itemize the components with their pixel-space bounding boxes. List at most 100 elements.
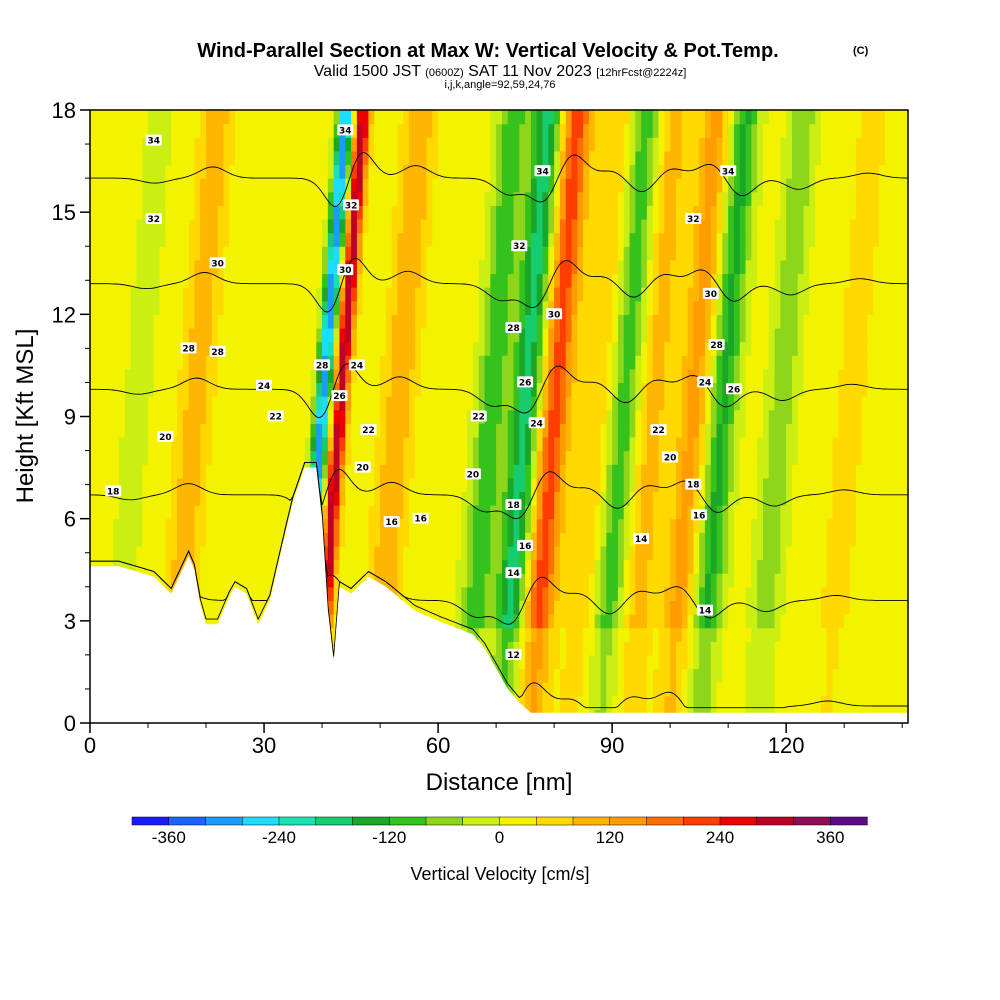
- velocity-cell: [403, 559, 457, 574]
- velocity-cell: [525, 300, 532, 315]
- velocity-cell: [588, 137, 596, 152]
- velocity-cell: [617, 518, 625, 533]
- velocity-cell: [490, 137, 497, 152]
- velocity-cell: [530, 627, 538, 642]
- velocity-cell: [670, 287, 689, 302]
- velocity-cell: [699, 273, 712, 288]
- velocity-cell: [304, 450, 312, 465]
- velocity-cell: [699, 409, 706, 424]
- velocity-cell: [722, 123, 729, 138]
- velocity-cell: [211, 300, 225, 315]
- velocity-cell: [188, 396, 207, 411]
- velocity-cell: [797, 300, 810, 315]
- velocity-cell: [652, 259, 660, 275]
- velocity-cell: [525, 273, 532, 288]
- velocity-cell: [606, 505, 613, 520]
- velocity-cell: [565, 341, 573, 356]
- velocity-cell: [652, 205, 660, 220]
- velocity-cell: [629, 178, 636, 193]
- velocity-cell: [351, 436, 375, 452]
- velocity-cell: [722, 423, 729, 438]
- velocity-cell: [722, 505, 729, 520]
- velocity-cell: [339, 505, 346, 520]
- velocity-cell: [849, 600, 908, 615]
- velocity-cell: [525, 110, 532, 125]
- velocity-cell: [577, 246, 584, 261]
- velocity-cell: [200, 450, 213, 465]
- velocity-cell: [519, 505, 526, 520]
- velocity-cell: [849, 218, 880, 234]
- velocity-cell: [420, 341, 474, 356]
- velocity-cell: [722, 273, 729, 288]
- velocity-cell: [658, 205, 665, 220]
- velocity-cell: [229, 178, 329, 193]
- velocity-cell: [513, 682, 520, 697]
- velocity-cell: [327, 396, 335, 411]
- colorbar-swatch: [242, 816, 280, 826]
- velocity-cell: [507, 545, 520, 561]
- velocity-cell: [687, 341, 694, 356]
- velocity-cell: [351, 327, 358, 343]
- velocity-cell: [478, 314, 486, 329]
- velocity-cell: [391, 273, 399, 288]
- velocity-cell: [478, 477, 497, 493]
- velocity-cell: [884, 150, 908, 166]
- velocity-cell: [571, 409, 607, 424]
- velocity-cell: [90, 137, 143, 152]
- velocity-cell: [762, 532, 781, 547]
- velocity-cell: [182, 287, 196, 302]
- velocity-cell: [171, 150, 196, 166]
- velocity-cell: [345, 314, 352, 329]
- velocity-cell: [177, 477, 201, 493]
- contour-label: 24: [697, 376, 713, 388]
- velocity-cell: [687, 614, 694, 629]
- velocity-cell: [606, 409, 613, 424]
- velocity-cell: [838, 409, 863, 424]
- velocity-cell: [327, 150, 335, 166]
- velocity-cell: [339, 164, 346, 179]
- colorbar-swatch: [499, 816, 537, 826]
- velocity-cell: [530, 246, 544, 261]
- velocity-cell: [530, 682, 538, 697]
- velocity-cell: [623, 218, 631, 234]
- velocity-cell: [536, 559, 549, 574]
- velocity-cell: [809, 164, 816, 179]
- velocity-cell: [855, 178, 880, 193]
- velocity-cell: [548, 545, 555, 561]
- velocity-cell: [820, 137, 857, 152]
- velocity-cell: [525, 614, 532, 629]
- velocity-cell: [577, 232, 584, 247]
- velocity-cell: [542, 695, 555, 710]
- velocity-cell: [832, 668, 908, 683]
- velocity-cell: [472, 545, 491, 561]
- velocity-cell: [310, 409, 317, 424]
- velocity-cell: [548, 436, 555, 452]
- velocity-cell: [194, 532, 207, 547]
- velocity-cell: [490, 545, 503, 561]
- velocity-cell: [629, 232, 642, 247]
- velocity-cell: [339, 327, 346, 343]
- velocity-cell: [733, 341, 741, 356]
- velocity-cell: [420, 355, 474, 370]
- velocity-cell: [536, 355, 544, 370]
- velocity-cell: [704, 341, 712, 356]
- velocity-cell: [374, 436, 387, 452]
- velocity-cell: [130, 341, 155, 356]
- velocity-cell: [629, 259, 642, 275]
- velocity-cell: [583, 191, 590, 206]
- velocity-cell: [554, 205, 561, 220]
- velocity-cell: [635, 164, 648, 179]
- velocity-cell: [478, 436, 497, 452]
- velocity-cell: [182, 436, 201, 452]
- velocity-cell: [838, 627, 908, 642]
- velocity-cell: [757, 573, 776, 588]
- colorbar-swatch: [131, 816, 170, 826]
- velocity-cell: [786, 464, 793, 479]
- velocity-cell: [211, 423, 312, 438]
- velocity-cell: [583, 123, 590, 138]
- velocity-cell: [559, 178, 567, 193]
- velocity-cell: [641, 382, 648, 397]
- velocity-cell: [496, 450, 509, 465]
- velocity-cell: [200, 218, 219, 234]
- velocity-cell: [745, 327, 752, 343]
